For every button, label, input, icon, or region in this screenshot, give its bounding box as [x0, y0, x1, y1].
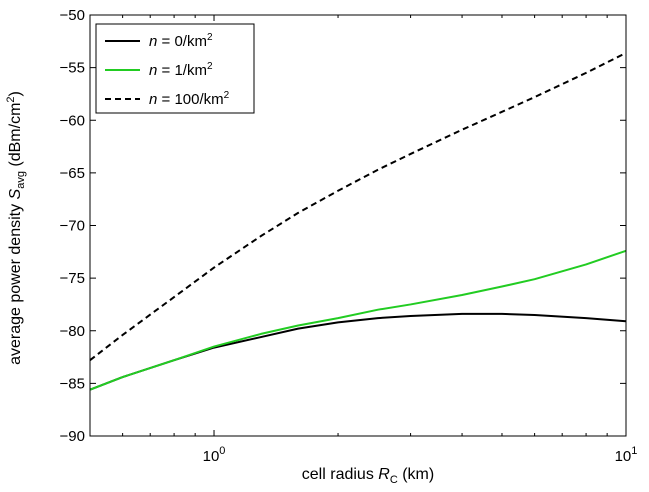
y-tick-label-7: −55	[60, 60, 85, 77]
series-line-1	[89, 249, 627, 391]
legend-label-2-text: = 100/km	[157, 91, 223, 108]
legend-label-1-text: = 1/km	[157, 62, 207, 79]
y-tick-label-3: −75	[60, 270, 85, 287]
y-tick-label-1: −85	[60, 375, 85, 392]
y-tick-label-2: −80	[60, 323, 85, 340]
legend-label-2-var: n	[149, 91, 157, 108]
y-axis-label-sub: avg	[15, 171, 27, 189]
legend-label-0-text: = 0/km	[157, 33, 207, 50]
legend-label-0-var: n	[149, 33, 157, 50]
legend: n = 0/km2 n = 1/km2 n = 100/km2	[95, 23, 255, 114]
y-tick-label-5: −65	[60, 165, 85, 182]
legend-label-2-sup: 2	[224, 90, 230, 101]
x-axis-label: cell radius RC (km)	[302, 466, 434, 486]
x-tick-label-exp-0: 0	[219, 445, 225, 457]
y-axis-label-suffix-a: (dBm/cm	[7, 103, 24, 171]
legend-box	[95, 23, 255, 114]
legend-label-1-var: n	[149, 62, 157, 79]
y-axis-label-var: S	[7, 188, 24, 199]
legend-entry-1: n = 1/km2	[105, 61, 213, 79]
y-tick-label-0: −90	[60, 428, 85, 445]
x-axis-label-var: R	[378, 466, 390, 483]
legend-label-2: n = 100/km2	[149, 90, 230, 108]
legend-label-1-sup: 2	[207, 61, 213, 72]
series-layer	[89, 51, 627, 391]
legend-label-0: n = 0/km2	[149, 32, 213, 50]
x-axis-label-sub: C	[390, 474, 398, 486]
x-tick-label-base-1: 10	[615, 448, 632, 465]
series-line-2	[89, 51, 627, 362]
x-tick-label-0: 100	[203, 445, 226, 465]
x-axis-label-suffix: (km)	[398, 466, 434, 483]
y-axis-label-suffix-b: )	[7, 91, 24, 96]
legend-entry-2: n = 100/km2	[105, 90, 230, 108]
legend-label-0-sup: 2	[207, 32, 213, 43]
x-axis-label-prefix: cell radius	[302, 466, 378, 483]
y-axis-label-sup: 2	[5, 96, 17, 102]
y-tick-label-4: −70	[60, 218, 85, 235]
x-tick-label-exp-1: 1	[631, 445, 637, 457]
y-tick-label-6: −60	[60, 112, 85, 129]
y-axis-label-prefix: average power density	[7, 199, 24, 364]
y-axis-label: average power density Savg (dBm/cm2)	[5, 91, 27, 365]
y-tick-label-8: −50	[60, 7, 85, 24]
legend-entry-0: n = 0/km2	[105, 32, 213, 50]
x-tick-label-base-0: 10	[203, 448, 220, 465]
legend-label-1: n = 1/km2	[149, 61, 213, 79]
x-tick-label-1: 101	[615, 445, 638, 465]
